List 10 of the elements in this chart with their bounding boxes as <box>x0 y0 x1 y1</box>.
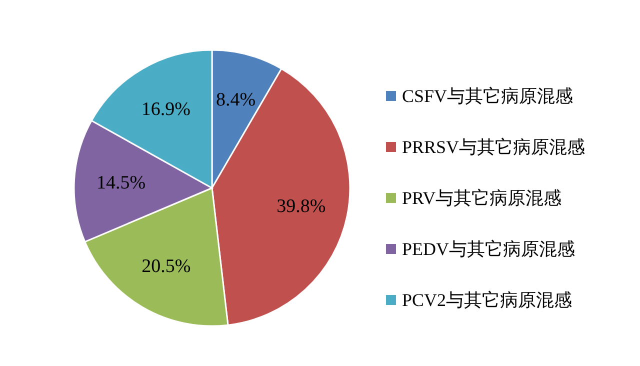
legend-label: PEDV与其它病原混感 <box>402 238 576 260</box>
data-label: 20.5% <box>142 256 191 278</box>
legend-label: PRV与其它病原混感 <box>402 186 562 210</box>
legend-label: CSFV与其它病原混感 <box>402 84 574 108</box>
legend-label: PRRSV与其它病原混感 <box>402 136 586 158</box>
data-label: 8.4% <box>216 90 256 111</box>
data-label: 16.9% <box>141 98 191 120</box>
data-label: 14.5% <box>96 172 146 194</box>
legend-label: PCV2与其它病原混感 <box>402 288 572 312</box>
data-label: 39.8% <box>276 196 326 218</box>
